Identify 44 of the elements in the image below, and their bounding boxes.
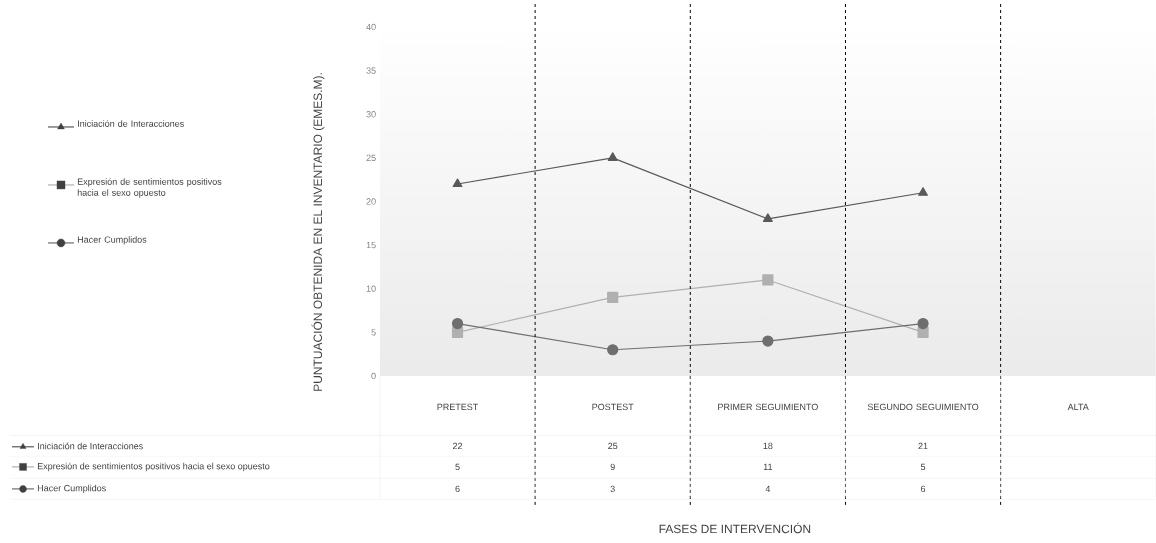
x-tick-label: PRIMER SEGUIMIENTO: [718, 403, 818, 411]
y-tick-label: 20: [366, 198, 376, 205]
y-axis-title: PUNTUACIÓN OBTENIDA EN EL INVENTARIO (EMES.M).: [311, 73, 325, 391]
legend-label: Hacer Cumplidos: [77, 236, 147, 245]
x-tick-label: ALTA: [1067, 403, 1089, 411]
point: [762, 274, 774, 286]
text: Hacer Cumplidos: [37, 484, 106, 494]
point: [607, 291, 619, 304]
data-label: 4: [765, 485, 771, 493]
y-tick-label: 5: [371, 329, 376, 336]
data-label: 11: [763, 463, 773, 471]
x-tick-label: PRETEST: [437, 403, 479, 411]
data-label: 18: [763, 442, 773, 450]
point: [917, 318, 929, 330]
text: Iniciación de Interacciones: [38, 442, 143, 450]
point: [607, 344, 619, 356]
text: FASES DE INTERVENCIÓN: [659, 522, 811, 534]
data-label: 25: [608, 442, 618, 450]
point: [762, 335, 774, 347]
y-tick-label: 25: [366, 154, 376, 162]
data-label: 3: [610, 485, 615, 493]
data-label: 22: [452, 442, 463, 450]
data-label: 5: [920, 463, 926, 471]
point: [607, 152, 618, 161]
text: Expresión de sentimientos positivos hacia el sexo opuesto: [77, 178, 222, 198]
y-tick-label: 10: [366, 285, 376, 292]
legend-label: Expresión de sentimientos positivos hacia el sexo opuesto: [37, 462, 270, 472]
data-label: 6: [921, 485, 926, 493]
point: [452, 178, 463, 188]
x-tick-label: SEGUNDO SEGUIMIENTO: [867, 403, 979, 411]
y-tick-label: 30: [366, 111, 376, 118]
y-tick-label: 0: [371, 372, 376, 380]
point: [762, 213, 773, 223]
y-tick-label: 35: [366, 67, 376, 74]
point: [451, 318, 464, 330]
data-label: 6: [455, 485, 460, 493]
data-label: 9: [610, 463, 615, 471]
x-tick-label: POSTEST: [592, 403, 634, 411]
data-label: 5: [455, 463, 460, 471]
legend-label: Iniciación de Interacciones: [78, 120, 184, 127]
y-tick-label: 40: [366, 23, 376, 31]
y-tick-label: 15: [366, 241, 376, 249]
point: [918, 187, 928, 196]
data-label: 21: [918, 442, 928, 450]
